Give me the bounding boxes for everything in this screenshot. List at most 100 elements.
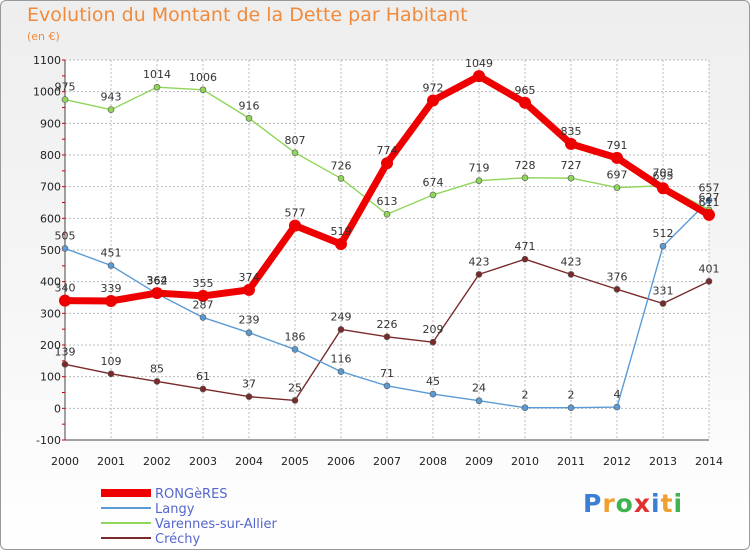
data-point bbox=[61, 96, 69, 103]
data-label: 972 bbox=[423, 82, 444, 95]
x-tick-label: 2007 bbox=[373, 455, 401, 468]
data-point bbox=[107, 370, 115, 378]
y-tick-label: 300 bbox=[40, 307, 61, 320]
data-point bbox=[427, 94, 439, 107]
data-point bbox=[337, 326, 345, 333]
data-point bbox=[335, 237, 347, 250]
data-point bbox=[153, 378, 161, 385]
data-point bbox=[61, 361, 69, 368]
data-label: 71 bbox=[380, 367, 394, 380]
data-label: 186 bbox=[285, 330, 306, 343]
data-point bbox=[521, 174, 529, 182]
y-tick-label: 400 bbox=[40, 276, 61, 289]
data-label: 965 bbox=[515, 84, 536, 97]
x-tick-label: 2014 bbox=[695, 455, 723, 468]
data-label: 339 bbox=[101, 282, 122, 295]
data-point bbox=[383, 210, 391, 218]
data-label: 519 bbox=[331, 225, 352, 238]
data-point bbox=[521, 255, 529, 263]
data-label: 577 bbox=[285, 207, 306, 220]
data-label: 331 bbox=[653, 285, 674, 298]
data-point bbox=[613, 285, 621, 293]
data-label: 1006 bbox=[189, 71, 217, 84]
data-point bbox=[291, 397, 299, 404]
y-tick-label: -100 bbox=[36, 434, 61, 447]
data-point bbox=[519, 96, 531, 109]
data-label: 703 bbox=[653, 167, 674, 180]
data-label: 374 bbox=[239, 271, 260, 284]
chart-title: Evolution du Montant de la Dette par Hab… bbox=[27, 4, 468, 26]
data-label: 116 bbox=[331, 353, 352, 366]
data-point bbox=[289, 219, 301, 232]
data-point bbox=[383, 333, 391, 341]
data-label: 37 bbox=[242, 378, 256, 391]
data-label: 287 bbox=[193, 298, 214, 311]
data-label: 401 bbox=[699, 262, 720, 275]
data-point bbox=[657, 182, 669, 195]
data-point bbox=[565, 137, 577, 150]
data-label: 109 bbox=[101, 355, 122, 368]
data-label: 355 bbox=[193, 277, 214, 290]
x-tick-label: 2001 bbox=[97, 455, 125, 468]
x-tick-label: 2009 bbox=[465, 455, 493, 468]
data-label: 727 bbox=[561, 159, 582, 172]
data-label: 139 bbox=[55, 345, 76, 358]
data-point bbox=[659, 300, 667, 307]
data-label: 613 bbox=[377, 195, 398, 208]
data-label: 774 bbox=[377, 144, 398, 157]
y-tick-label: 600 bbox=[40, 212, 61, 225]
data-label: 512 bbox=[653, 227, 674, 240]
x-tick-label: 2004 bbox=[235, 455, 263, 468]
data-label: 674 bbox=[423, 176, 444, 189]
data-label: 2 bbox=[522, 389, 529, 402]
data-point bbox=[705, 278, 713, 285]
data-point bbox=[245, 114, 253, 122]
data-point bbox=[611, 151, 623, 164]
data-label: 1049 bbox=[465, 57, 493, 70]
data-point bbox=[337, 368, 345, 375]
data-label: 24 bbox=[472, 382, 486, 395]
legend-label: Varennes-sur-Allier bbox=[155, 517, 278, 532]
data-point bbox=[151, 287, 163, 300]
data-label: 695 bbox=[653, 169, 674, 182]
x-tick-label: 2008 bbox=[419, 455, 447, 468]
x-tick-label: 2011 bbox=[557, 455, 585, 468]
data-point bbox=[475, 271, 483, 278]
axes: -100 0 100 200 300 400 500 600 700 800 900 1000 1100… bbox=[33, 54, 723, 468]
data-point bbox=[613, 184, 621, 191]
legend-label: Créchy bbox=[155, 532, 201, 547]
data-label: 471 bbox=[515, 240, 536, 253]
data-label: 916 bbox=[239, 99, 260, 112]
data-point bbox=[659, 242, 667, 250]
x-tick-label: 2010 bbox=[511, 455, 539, 468]
data-point bbox=[337, 175, 345, 182]
data-label: 505 bbox=[55, 229, 76, 242]
x-tick-label: 2003 bbox=[189, 455, 217, 468]
data-label: 719 bbox=[469, 162, 490, 175]
y-tick-label: 700 bbox=[40, 181, 61, 194]
logo-letter: o bbox=[615, 489, 634, 518]
data-point bbox=[475, 177, 483, 184]
data-label: 975 bbox=[55, 81, 76, 94]
data-point bbox=[429, 338, 437, 346]
data-point bbox=[243, 283, 255, 296]
data-point bbox=[429, 390, 437, 398]
data-label: 209 bbox=[423, 323, 444, 336]
y-tick-label: 100 bbox=[40, 371, 61, 384]
data-label: 657 bbox=[699, 181, 720, 194]
series-layer bbox=[59, 70, 715, 412]
logo-letter: P bbox=[583, 489, 603, 518]
data-point bbox=[245, 393, 253, 400]
data-label: 1014 bbox=[143, 68, 171, 81]
data-point bbox=[473, 70, 485, 83]
data-point bbox=[383, 382, 391, 390]
y-tick-label: 200 bbox=[40, 339, 61, 352]
data-label: 728 bbox=[515, 159, 536, 172]
y-tick-label: 500 bbox=[40, 244, 61, 257]
data-label: 611 bbox=[699, 196, 720, 209]
data-point bbox=[107, 106, 115, 114]
x-tick-label: 2013 bbox=[649, 455, 677, 468]
logo-letter: i bbox=[673, 489, 684, 518]
